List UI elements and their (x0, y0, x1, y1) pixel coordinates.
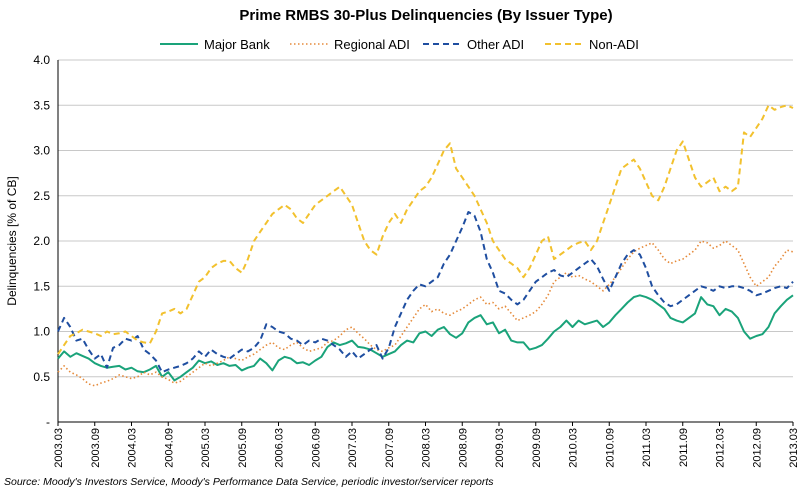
legend: Major Bank Regional ADI Other ADI Non-ADI (160, 37, 639, 52)
y-tick-label: 3.0 (33, 144, 50, 158)
source-note: Source: Moody's Investors Service, Moody… (4, 476, 494, 488)
x-tick-label: 2013.03 (788, 428, 800, 468)
x-tick-label: 2005.09 (237, 428, 249, 468)
x-tick-label: 2010.03 (568, 428, 580, 468)
legend-label: Major Bank (204, 37, 270, 52)
series-line-regional-adi (57, 240, 794, 387)
y-axis-ticks: - 0.5 1.0 1.5 2.0 2.5 3.0 3.5 4.0 (33, 53, 50, 429)
x-tick-label: 2011.03 (641, 428, 653, 467)
series-line-major-bank (57, 294, 794, 382)
x-tick-label: 2010.09 (604, 428, 616, 468)
y-tick-label: - (46, 415, 50, 429)
legend-label: Non-ADI (589, 37, 639, 52)
series-line-other-adi (57, 211, 794, 374)
series-lines (57, 104, 794, 387)
y-tick-label: 1.0 (33, 325, 50, 339)
x-tick-label: 2005.03 (200, 428, 212, 468)
x-tick-label: 2007.03 (347, 428, 359, 468)
x-tick-label: 2008.09 (457, 428, 469, 468)
x-tick-label: 2003.03 (53, 428, 65, 468)
gridlines (58, 59, 793, 378)
x-tick-label: 2011.09 (678, 428, 690, 467)
chart-title: Prime RMBS 30-Plus Delinquencies (By Iss… (239, 7, 612, 24)
x-tick-label: 2004.09 (163, 428, 175, 468)
x-tick-label: 2007.09 (384, 428, 396, 468)
y-tick-label: 0.5 (33, 370, 50, 384)
y-tick-label: 2.5 (33, 189, 50, 203)
y-tick-label: 3.5 (33, 98, 50, 112)
y-axis-label: Delinquencies [% of CB] (5, 176, 19, 305)
x-tick-label: 2009.09 (531, 428, 543, 468)
legend-label: Other ADI (467, 37, 524, 52)
y-tick-label: 2.0 (33, 234, 50, 248)
x-tick-label: 2006.09 (310, 428, 322, 468)
x-tick-label: 2008.03 (421, 428, 433, 468)
y-tick-label: 4.0 (33, 53, 50, 67)
x-tick-label: 2012.03 (715, 428, 727, 468)
x-tick-label: 2009.03 (494, 428, 506, 468)
x-tick-label: 2012.09 (751, 428, 763, 468)
x-tick-label: 2004.03 (127, 428, 139, 468)
series-line-non-adi (57, 104, 794, 355)
x-axis-ticks: 2003.03 2003.09 2004.03 2004.09 2005.03 2005.… (53, 422, 800, 468)
legend-label: Regional ADI (334, 37, 410, 52)
x-tick-label: 2003.09 (90, 428, 102, 468)
y-tick-label: 1.5 (33, 279, 50, 293)
x-tick-label: 2006.03 (274, 428, 286, 468)
